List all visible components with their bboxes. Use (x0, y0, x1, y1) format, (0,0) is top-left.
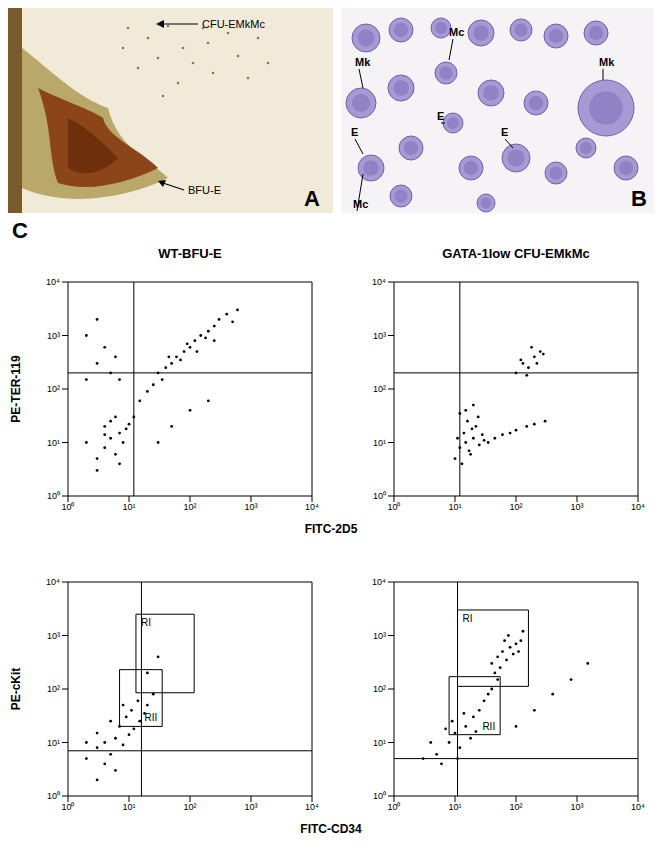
svg-text:B: B (631, 186, 647, 211)
svg-text:10¹: 10¹ (47, 738, 60, 748)
svg-text:10²: 10² (509, 502, 522, 512)
html-text:FITC-CD34: FITC-CD34 (300, 822, 362, 836)
svg-text:10³: 10³ (373, 631, 386, 641)
svg-text:RII: RII (144, 712, 157, 723)
svg-text:Mc: Mc (449, 26, 464, 38)
svg-text:10⁰: 10⁰ (47, 491, 60, 501)
html-text:GATA-1low CFU-EMkMc: GATA-1low CFU-EMkMc (442, 246, 590, 261)
svg-text:10⁴: 10⁴ (631, 502, 645, 512)
svg-text:10²: 10² (183, 802, 196, 812)
svg-text:10²: 10² (373, 684, 386, 694)
svg-text:10¹: 10¹ (373, 438, 386, 448)
svg-text:10³: 10³ (47, 331, 60, 341)
html-text:WT-BFU-E: WT-BFU-E (158, 246, 222, 261)
svg-text:10⁰: 10⁰ (61, 502, 74, 512)
svg-text:10²: 10² (509, 802, 522, 812)
svg-text:Mk: Mk (599, 56, 615, 68)
svg-text:10⁴: 10⁴ (305, 502, 319, 512)
svg-text:A: A (304, 186, 320, 211)
html-text:FITC-2D5: FITC-2D5 (304, 522, 358, 536)
svg-text:10¹: 10¹ (448, 502, 461, 512)
svg-text:E: E (351, 126, 358, 138)
svg-text:10²: 10² (47, 384, 60, 394)
svg-text:E: E (501, 126, 508, 138)
svg-text:10³: 10³ (373, 331, 386, 341)
svg-text:10¹: 10¹ (448, 802, 461, 812)
svg-text:10³: 10³ (244, 802, 257, 812)
svg-text:10²: 10² (183, 502, 196, 512)
svg-text:PE-cKit: PE-cKit (9, 668, 23, 711)
svg-text:10⁰: 10⁰ (387, 502, 400, 512)
svg-text:RI: RI (141, 617, 151, 628)
svg-text:Mk: Mk (355, 56, 371, 68)
svg-text:10⁰: 10⁰ (373, 491, 386, 501)
svg-text:10¹: 10¹ (47, 438, 60, 448)
svg-text:10³: 10³ (570, 502, 583, 512)
svg-text:10¹: 10¹ (122, 502, 135, 512)
html-text:C: C (12, 218, 28, 243)
svg-text:10⁴: 10⁴ (631, 802, 645, 812)
svg-text:PE-TER-119: PE-TER-119 (9, 355, 23, 423)
svg-text:RII: RII (482, 721, 495, 732)
svg-text:10²: 10² (373, 384, 386, 394)
svg-text:10⁰: 10⁰ (61, 802, 74, 812)
svg-text:10⁰: 10⁰ (373, 791, 386, 801)
svg-text:10⁴: 10⁴ (372, 277, 386, 287)
svg-text:E: E (437, 110, 444, 122)
svg-text:10¹: 10¹ (122, 802, 135, 812)
svg-text:10¹: 10¹ (373, 738, 386, 748)
svg-text:10⁴: 10⁴ (305, 802, 319, 812)
svg-text:BFU-E: BFU-E (188, 184, 221, 196)
svg-text:Mc: Mc (353, 198, 368, 210)
svg-text:RI: RI (463, 613, 473, 624)
svg-text:10³: 10³ (47, 631, 60, 641)
svg-text:10⁴: 10⁴ (46, 577, 60, 587)
svg-text:10⁴: 10⁴ (372, 577, 386, 587)
svg-text:10⁴: 10⁴ (46, 277, 60, 287)
svg-text:10⁰: 10⁰ (387, 802, 400, 812)
svg-text:10²: 10² (47, 684, 60, 694)
svg-text:10³: 10³ (244, 502, 257, 512)
svg-text:10⁰: 10⁰ (47, 791, 60, 801)
svg-text:CFU-EMkMc: CFU-EMkMc (202, 18, 265, 30)
svg-text:10³: 10³ (570, 802, 583, 812)
